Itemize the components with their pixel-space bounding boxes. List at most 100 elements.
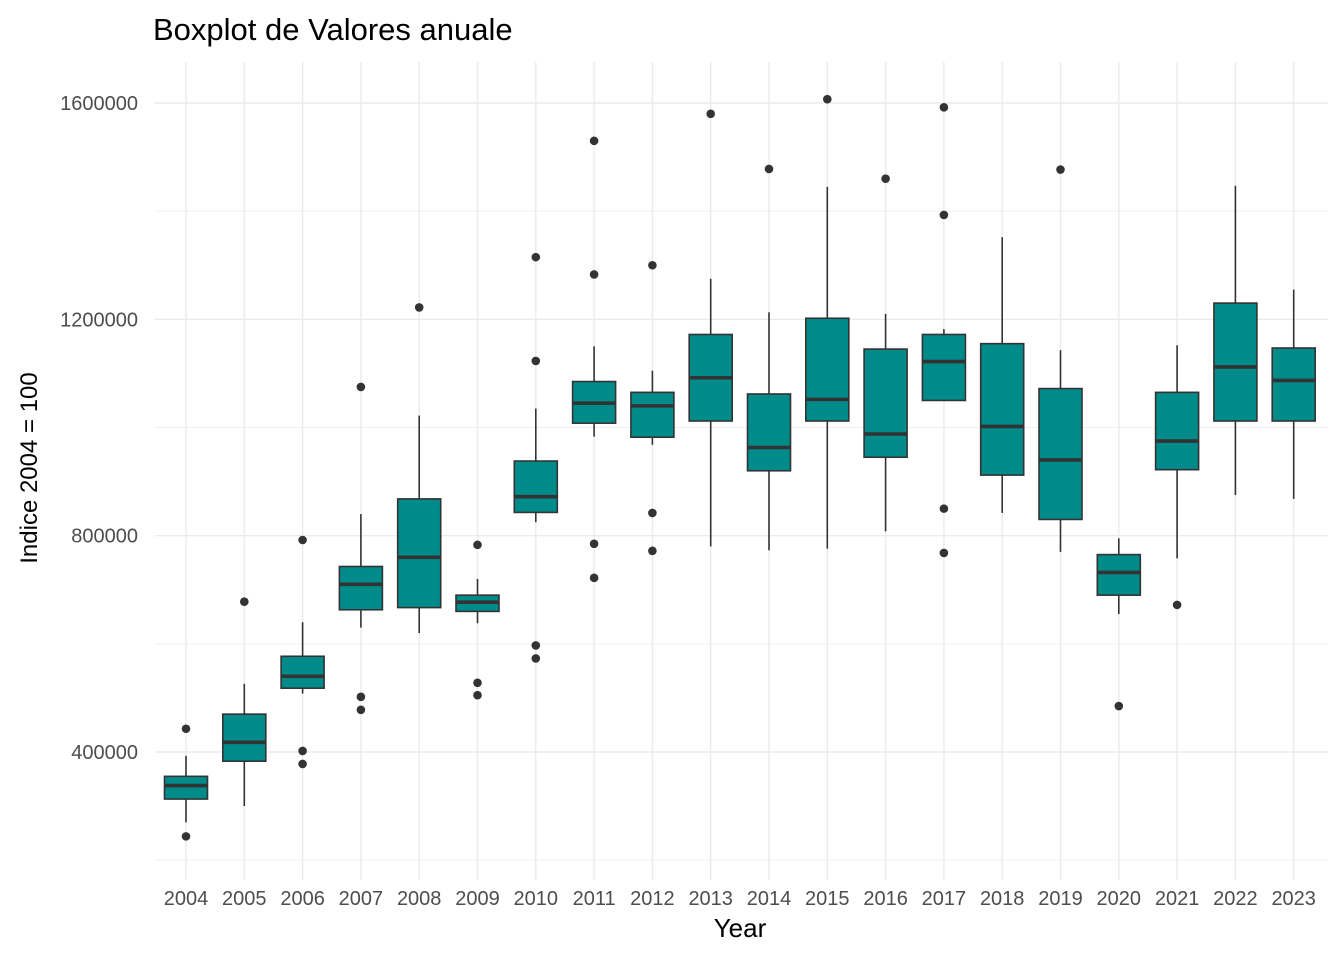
box-iqr	[396, 498, 442, 609]
chart-title: Boxplot de Valores anuale	[153, 12, 513, 47]
x-tick-label: 2005	[222, 888, 267, 910]
outlier-point	[1172, 600, 1182, 610]
outlier-point	[648, 546, 657, 556]
box-2019	[1038, 165, 1083, 552]
outlier-point	[589, 270, 599, 279]
outlier-point	[181, 832, 191, 841]
x-tick-label: 2022	[1213, 888, 1258, 910]
outlier-point	[181, 724, 191, 734]
x-tick-label: 2016	[863, 888, 908, 910]
box-2007	[338, 382, 384, 715]
outlier-point	[939, 548, 949, 558]
boxes	[163, 94, 1316, 841]
x-tick-label: 2017	[922, 888, 967, 910]
outlier-point	[473, 678, 482, 688]
box-2013	[688, 109, 734, 547]
x-tick-label: 2014	[747, 888, 792, 910]
box-2023	[1271, 289, 1316, 499]
box-2021	[1154, 345, 1200, 610]
outlier-point	[531, 641, 541, 650]
y-tick-label: 1600000	[60, 93, 138, 115]
box-iqr	[513, 460, 559, 514]
x-tick-label: 2021	[1155, 888, 1200, 910]
box-2009	[455, 540, 500, 700]
outlier-point	[823, 94, 832, 104]
outlier-point	[298, 759, 307, 769]
box-2020	[1096, 538, 1142, 711]
box-iqr	[280, 655, 325, 689]
box-2017	[921, 103, 967, 558]
outlier-point	[881, 174, 890, 184]
box-iqr	[979, 342, 1025, 476]
y-tick-label: 800000	[71, 526, 138, 548]
x-tick-label: 2009	[455, 888, 500, 910]
outlier-point	[473, 690, 482, 700]
box-iqr	[630, 391, 675, 439]
outlier-point	[531, 356, 541, 366]
box-2016	[863, 174, 908, 532]
outlier-point	[414, 303, 424, 312]
outlier-point	[939, 210, 949, 220]
box-2005	[222, 597, 267, 807]
box-iqr	[163, 775, 209, 800]
outlier-point	[648, 508, 657, 518]
x-tick-label: 2004	[164, 888, 209, 910]
x-tick-label: 2013	[688, 888, 733, 910]
outlier-point	[589, 573, 599, 583]
outlier-point	[939, 103, 949, 112]
outlier-point	[298, 746, 307, 756]
outlier-point	[1114, 701, 1124, 711]
outlier-point	[764, 164, 774, 174]
box-iqr	[921, 333, 967, 402]
outlier-point	[1056, 165, 1065, 174]
x-tick-label: 2019	[1038, 888, 1083, 910]
box-iqr	[338, 565, 384, 611]
outlier-point	[648, 260, 657, 270]
box-iqr	[1038, 387, 1083, 521]
x-tick-label: 2015	[805, 888, 850, 910]
y-tick-label: 400000	[71, 742, 138, 764]
outlier-point	[531, 252, 541, 262]
outlier-point	[298, 535, 307, 545]
box-iqr	[1154, 391, 1200, 471]
box-2015	[804, 94, 850, 549]
grid	[155, 62, 1328, 880]
outlier-point	[531, 654, 541, 663]
x-tick-label: 2020	[1097, 888, 1142, 910]
outlier-point	[473, 540, 482, 550]
box-iqr	[804, 317, 850, 422]
box-iqr	[746, 393, 792, 472]
box-2006	[280, 535, 325, 769]
outlier-point	[706, 109, 715, 119]
x-axis-label: Year	[713, 913, 767, 943]
outlier-point	[356, 692, 366, 702]
box-2011	[571, 136, 617, 583]
box-2012	[630, 260, 675, 556]
x-tick-label: 2018	[980, 888, 1025, 910]
outlier-point	[589, 539, 599, 549]
x-tick-label: 2011	[573, 888, 616, 910]
box-iqr	[1271, 347, 1316, 422]
x-tick-label: 2008	[397, 888, 442, 910]
outlier-point	[589, 136, 599, 146]
box-iqr	[863, 348, 908, 459]
x-tick-label: 2012	[630, 888, 675, 910]
y-tick-label: 1200000	[60, 309, 138, 331]
box-2010	[513, 252, 559, 663]
box-iqr	[1096, 553, 1142, 596]
box-iqr	[222, 713, 267, 762]
x-tick-label: 2006	[280, 888, 325, 910]
tick-labels: 400000 800000 1200000 1600000 2004 2005 2006 20…	[60, 93, 1316, 910]
x-tick-label: 2010	[514, 888, 559, 910]
box-2022	[1213, 185, 1258, 496]
box-2008	[396, 303, 442, 634]
x-tick-label: 2007	[339, 888, 384, 910]
box-iqr	[1213, 302, 1258, 422]
box-2018	[979, 237, 1025, 513]
box-2004	[163, 724, 209, 841]
outlier-point	[356, 705, 366, 715]
outlier-point	[240, 597, 249, 606]
outlier-point	[356, 382, 366, 392]
x-tick-label: 2023	[1271, 888, 1316, 910]
